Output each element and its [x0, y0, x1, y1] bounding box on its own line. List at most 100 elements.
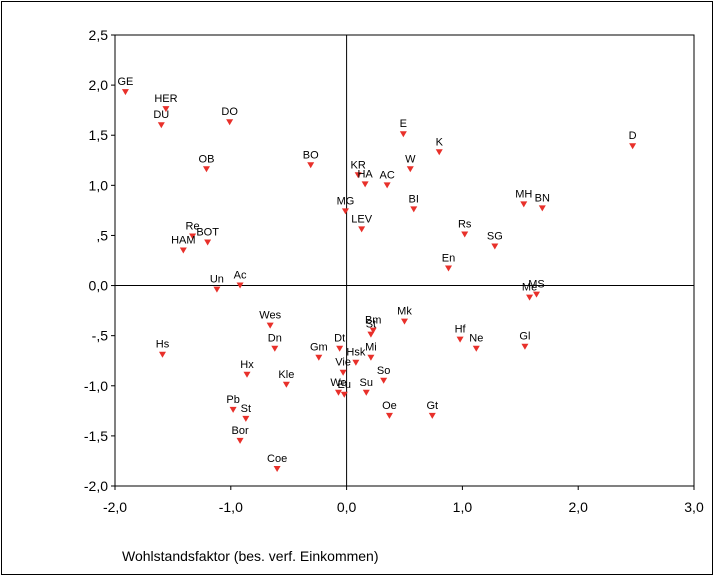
point-label: Dt [334, 333, 345, 345]
data-point [445, 265, 453, 272]
y-tick-label: -1,5 [84, 428, 108, 444]
data-point [472, 345, 480, 352]
point-label: MS [528, 279, 545, 291]
point-label: Bm [365, 315, 382, 327]
point-label: DU [153, 109, 169, 121]
data-point [380, 377, 388, 384]
x-tick-label: -2,0 [103, 499, 127, 515]
point-label: HER [154, 93, 177, 105]
data-point [158, 351, 166, 358]
point-label: SG [487, 230, 503, 242]
point-label: HA [357, 168, 373, 180]
point-label: D [629, 130, 637, 142]
point-label: MH [515, 188, 532, 200]
data-point [352, 359, 360, 366]
data-point [410, 206, 418, 213]
point-label: Su [360, 377, 373, 389]
data-point [282, 381, 290, 388]
data-point [521, 343, 529, 350]
data-point [242, 415, 250, 422]
data-point [229, 406, 237, 413]
data-point [456, 336, 464, 343]
data-point [236, 437, 244, 444]
data-point [213, 286, 221, 293]
point-label: Me [522, 282, 537, 294]
point-label: En [442, 253, 455, 265]
data-point [406, 166, 414, 173]
reference-lines [115, 35, 694, 486]
data-point [341, 208, 349, 215]
data-point [361, 181, 369, 188]
data-point [362, 389, 370, 396]
point-label: MG [337, 195, 355, 207]
data-point [340, 391, 348, 398]
data-point [399, 131, 407, 138]
y-tick-label: ,5 [96, 227, 108, 243]
data-point [179, 247, 187, 254]
x-tick-label: 3,0 [684, 499, 704, 515]
data-point [461, 231, 469, 238]
point-label: BOT [196, 226, 219, 238]
data-point [204, 239, 212, 246]
data-point [367, 331, 375, 338]
point-label: K [436, 136, 444, 148]
point-label: St [366, 319, 376, 331]
point-label: KR [351, 159, 366, 171]
y-tick-label: 2,5 [89, 27, 109, 43]
data-point [367, 354, 375, 361]
point-label: St [241, 403, 251, 415]
point-label: DO [221, 106, 238, 118]
ticks: -2,0 -1,0 0,0 1,0 2,0 3,0 2,5 2,0 1,5 1,0 ,5 0,0 -,5… [84, 27, 704, 515]
y-tick-label: -2,0 [84, 478, 108, 494]
point-label: Kle [278, 369, 294, 381]
data-point [189, 233, 197, 240]
data-point [538, 205, 546, 212]
point-label: Mk [397, 306, 412, 318]
data-point [526, 294, 534, 301]
point-label: Ne [469, 333, 483, 345]
point-label: HAM [171, 234, 195, 246]
point-label: Gl [519, 331, 530, 343]
x-tick-label: 2,0 [568, 499, 588, 515]
data-point [266, 322, 274, 329]
x-axis-label: Wohlstandsfaktor (bes. verf. Einkommen) [122, 548, 379, 564]
point-label: Oe [382, 400, 397, 412]
point-label: Gm [310, 342, 328, 354]
point-label: Hf [455, 324, 467, 336]
data-point [336, 345, 344, 352]
point-label: Mi [365, 342, 377, 354]
point-label: We [330, 377, 346, 389]
y-tick-label: 0,0 [89, 278, 109, 294]
point-label: BO [303, 149, 319, 161]
data-point [334, 389, 342, 396]
data-point [369, 327, 377, 334]
point-label: Hs [156, 339, 170, 351]
data-point [162, 106, 170, 113]
y-tick-label: 1,5 [89, 127, 109, 143]
point-label: Vie [335, 357, 351, 369]
point-label: Hsk [346, 347, 365, 359]
point-label: BN [535, 192, 550, 204]
point-label: Coe [267, 453, 287, 465]
data-point [315, 354, 323, 361]
data-point [202, 166, 210, 173]
point-label: Re [186, 220, 200, 232]
data-point [401, 318, 408, 325]
data-point [307, 162, 315, 169]
x-tick-label: -1,0 [219, 499, 243, 515]
plot-border [114, 34, 695, 487]
data-point [629, 143, 637, 150]
point-label: BI [409, 193, 419, 205]
y-tick-label: 2,0 [89, 77, 109, 93]
point-label: Bor [232, 425, 249, 437]
data-point [428, 412, 436, 419]
point-label: Eu [338, 379, 351, 391]
point-label: So [377, 365, 390, 377]
point-label: Ac [234, 270, 247, 282]
data-point [385, 412, 393, 419]
y-tick-label: -,5 [92, 328, 109, 344]
data-point [491, 243, 499, 250]
y-tick-label: 1,0 [89, 177, 109, 193]
